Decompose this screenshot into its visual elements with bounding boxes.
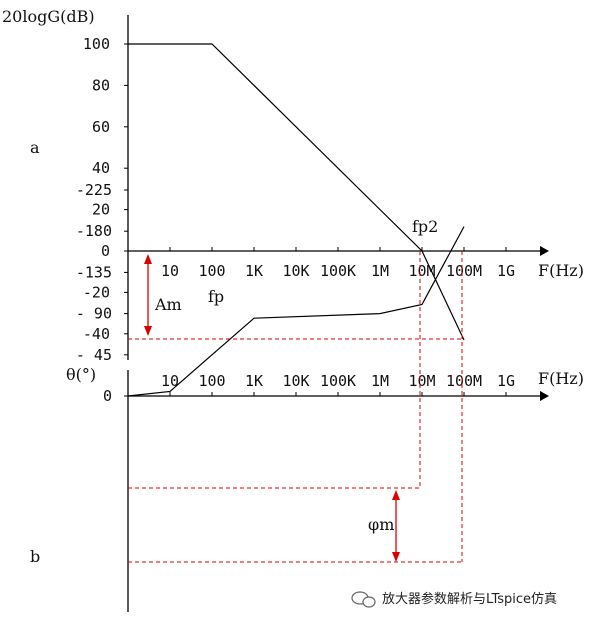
- phase-y-tick-label: -225: [76, 181, 112, 199]
- gain-x-tick-label: 1K: [245, 262, 263, 280]
- gain-x-tick-label: 10: [161, 262, 179, 280]
- phase-margin-arrow-head-bottom: [392, 552, 400, 562]
- phase-x-tick-label: 1G: [497, 372, 515, 390]
- gain-y-tick-label: 80: [92, 76, 110, 94]
- gain-y-tick-label: 20: [92, 201, 110, 219]
- panel-b: θ(°) b F(Hz) 0- 45- 90-135-180-225 10 100…: [30, 181, 584, 612]
- gain-x-tick-label: 100K: [320, 262, 356, 280]
- gain-x-tick-label: 1G: [497, 262, 515, 280]
- gain-y-axis-label: 20logG(dB): [2, 7, 95, 26]
- phase-margin-arrow-head-top: [392, 490, 400, 500]
- gain-y-tick-label: -40: [83, 325, 110, 343]
- phase-x-tick-label: 100M: [446, 372, 482, 390]
- watermark: 放大器参数解析与LTspice仿真: [351, 591, 557, 608]
- gain-curve: [128, 43, 465, 341]
- am-arrow-head-bottom: [144, 326, 152, 336]
- fp2-label: fp2: [412, 217, 438, 236]
- phase-curve: [127, 226, 465, 397]
- fp-label: fp: [208, 287, 224, 306]
- panel-a: 20logG(dB) a F(Hz) 100 80 60 40 20 0 -20 -40 10…: [2, 7, 584, 360]
- gain-x-axis-label: F(Hz): [538, 261, 584, 280]
- panel-a-label: a: [30, 138, 40, 157]
- phase-x-tick-label: 10K: [282, 372, 309, 390]
- phase-x-axis-arrow: [540, 391, 549, 401]
- phase-x-tick-label: 1K: [245, 372, 263, 390]
- phase-y-tick-label: - 45: [76, 346, 112, 364]
- phase-y-tick-label: 0: [103, 387, 112, 405]
- gain-x-tick-label: 100M: [446, 262, 482, 280]
- phase-y-tick-label: -180: [76, 222, 112, 240]
- gain-x-tick-label: 1M: [371, 262, 389, 280]
- phase-x-tick-label: 1M: [371, 372, 389, 390]
- am-arrow-head-top: [144, 254, 152, 264]
- phase-y-tick-label: - 90: [76, 305, 112, 323]
- gain-y-tick-label: 100: [83, 35, 110, 53]
- gain-x-tick-label: 10K: [282, 262, 309, 280]
- wechat-icon: [351, 591, 376, 608]
- watermark-text: 放大器参数解析与LTspice仿真: [382, 591, 557, 607]
- phase-y-tick-label: -135: [76, 263, 112, 281]
- phase-x-tick-label: 10M: [408, 372, 435, 390]
- gain-x-tick-label: 100: [198, 262, 225, 280]
- phase-y-axis-label: θ(°): [66, 365, 96, 384]
- gain-x-axis-arrow: [540, 246, 549, 256]
- gain-y-tick-label: 60: [92, 118, 110, 136]
- am-label: Am: [154, 295, 182, 314]
- phase-margin-label: φm: [368, 515, 394, 534]
- gain-y-tick-label: 0: [101, 242, 110, 260]
- gain-y-tick-label: 40: [92, 159, 110, 177]
- phase-x-tick-label: 100K: [320, 372, 356, 390]
- phase-x-tick-label: 100: [198, 372, 225, 390]
- panel-b-label: b: [30, 547, 40, 566]
- gain-y-tick-label: -20: [83, 283, 110, 301]
- phase-x-tick-label: 10: [161, 372, 179, 390]
- phase-x-axis-label: F(Hz): [538, 369, 584, 388]
